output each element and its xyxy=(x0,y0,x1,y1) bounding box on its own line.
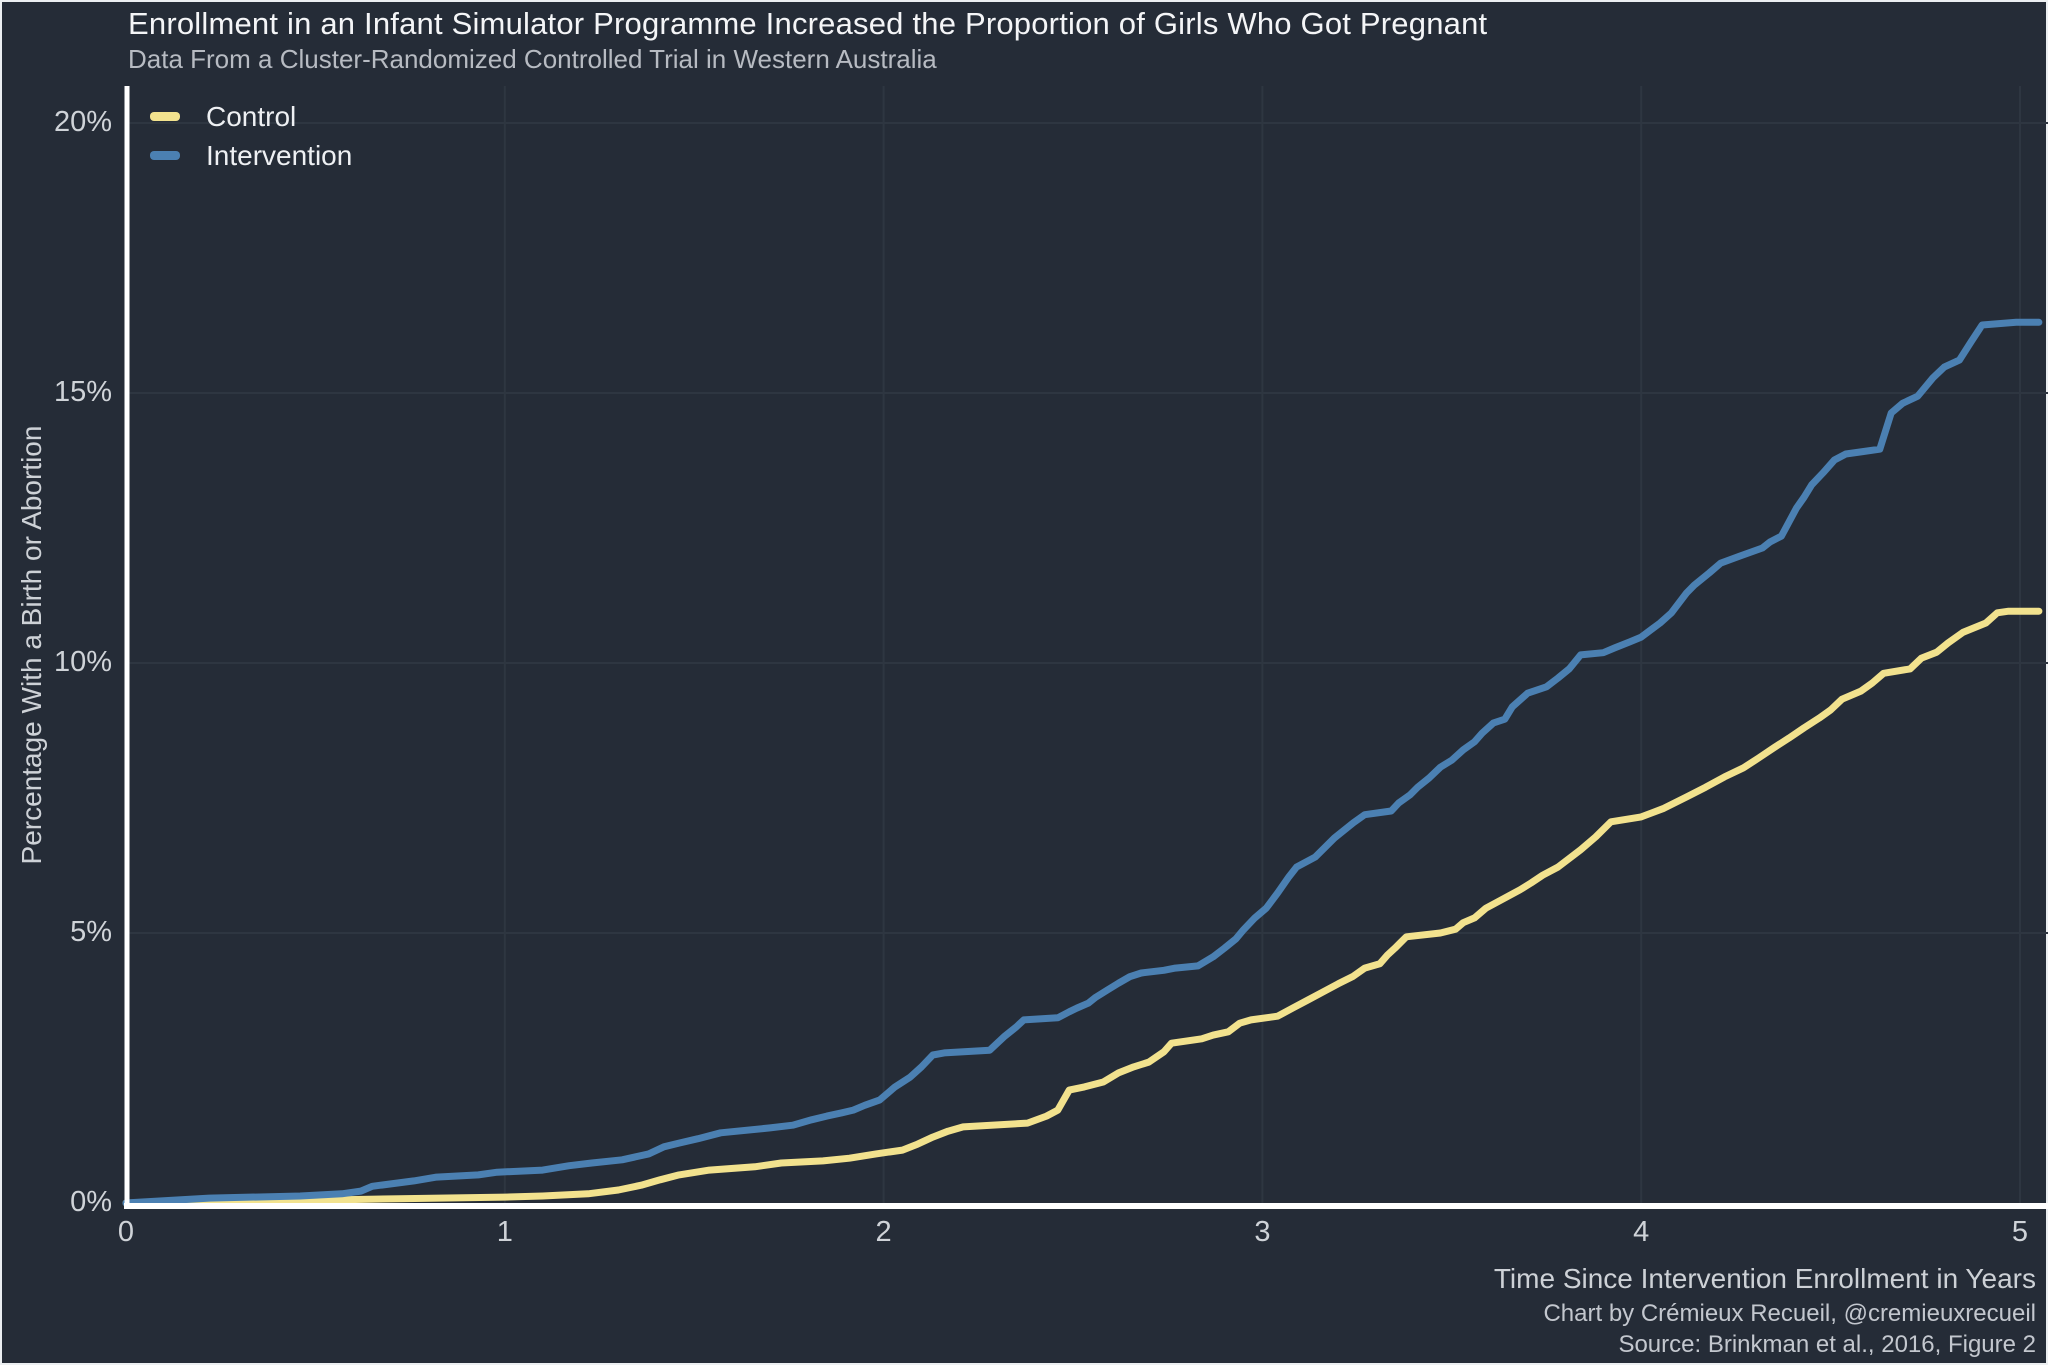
x-tick-label: 1 xyxy=(496,1216,513,1248)
y-tick-label: 5% xyxy=(70,916,112,948)
control-line-swatch xyxy=(150,112,180,121)
y-tick-label: 20% xyxy=(53,106,112,138)
series-line-control xyxy=(122,607,2043,1207)
chart-subtitle: Data From a Cluster-Randomized Controlle… xyxy=(128,44,937,74)
intervention-line-swatch xyxy=(150,151,180,160)
legend-label-control: Control xyxy=(206,100,297,132)
legend-item-control: Control xyxy=(150,100,352,133)
x-tick-label: 3 xyxy=(1254,1216,1271,1248)
chart-title: Enrollment in an Infant Simulator Progra… xyxy=(128,6,1488,41)
y-tick-label: 10% xyxy=(53,646,112,678)
legend-item-intervention: Intervention xyxy=(150,139,352,172)
series-line-intervention xyxy=(122,318,2043,1207)
legend: Control Intervention xyxy=(150,100,352,172)
x-tick-label: 5 xyxy=(2011,1216,2029,1248)
y-axis-title: Percentage With a Birth or Abortion xyxy=(16,425,47,865)
y-tick-label: 15% xyxy=(53,376,112,408)
credit-source: Source: Brinkman et al., 2016, Figure 2 xyxy=(1618,1331,2036,1358)
x-tick-label: 2 xyxy=(875,1216,892,1248)
legend-label-intervention: Intervention xyxy=(206,139,353,171)
y-tick-label: 0% xyxy=(70,1186,112,1218)
credit-author: Chart by Crémieux Recueil, @cremieuxrecu… xyxy=(1543,1300,2036,1327)
x-tick-label: 0 xyxy=(117,1216,135,1248)
x-axis-title: Time Since Intervention Enrollment in Ye… xyxy=(1493,1263,2036,1294)
x-tick-label: 4 xyxy=(1633,1216,1650,1248)
